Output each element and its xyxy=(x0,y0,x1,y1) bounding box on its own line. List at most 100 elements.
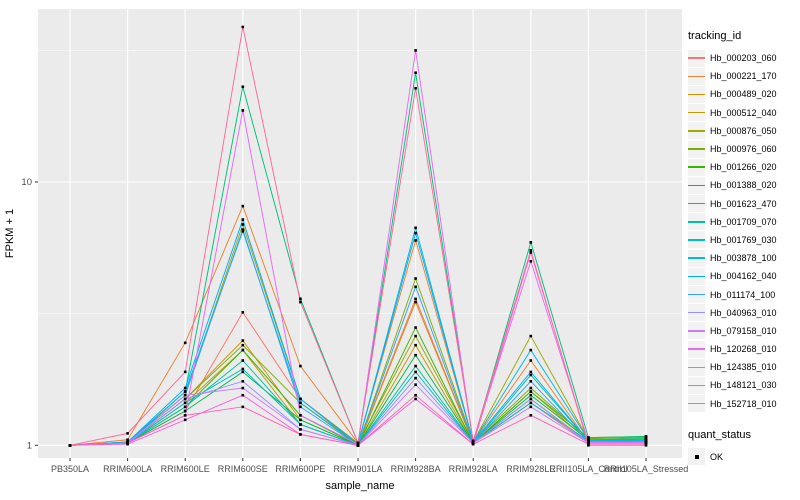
legend-item: Hb_148121_030 xyxy=(688,376,800,394)
data-point xyxy=(414,71,417,75)
line-swatch-icon xyxy=(688,330,705,332)
x-tick-label: RRII105LA_Control xyxy=(549,464,627,474)
data-point xyxy=(414,397,417,401)
plot-panel xyxy=(38,9,682,458)
legend-key xyxy=(688,448,705,466)
legend-item: Hb_001623_470 xyxy=(688,195,800,213)
data-point xyxy=(299,428,302,431)
legend-key xyxy=(688,213,705,231)
data-point xyxy=(241,228,245,231)
data-point xyxy=(356,444,360,447)
data-point xyxy=(241,339,245,342)
x-tick-label: RRIM901LA xyxy=(333,464,382,474)
legend-key xyxy=(688,122,705,140)
line-swatch-icon xyxy=(688,184,705,187)
data-point xyxy=(414,231,417,235)
legend-item: Hb_040963_010 xyxy=(688,304,800,322)
data-point xyxy=(241,85,245,89)
legend-tracking-items: Hb_000203_060 Hb_000221_170 Hb_000489_020 H… xyxy=(688,49,800,413)
data-point xyxy=(183,414,187,417)
legend-item-label: Hb_000489_020 xyxy=(710,89,777,100)
legend-item-label: Hb_004162_040 xyxy=(710,271,777,282)
data-point xyxy=(414,326,417,329)
legend-key xyxy=(688,304,705,322)
data-point xyxy=(414,300,417,304)
legend-item: Hb_011174_100 xyxy=(688,285,800,304)
x-tick-label: RRII105LA_Stressed xyxy=(604,464,689,474)
legend-item: Hb_001709_070 xyxy=(688,213,800,231)
line-swatch-icon xyxy=(688,75,705,78)
x-tick-label: RRIM600PE xyxy=(275,464,325,474)
legend-item: Hb_000489_020 xyxy=(688,85,800,103)
y-axis-title: FPKM + 1 xyxy=(4,209,16,258)
data-point xyxy=(529,241,533,244)
data-point xyxy=(529,393,533,397)
data-point xyxy=(414,393,417,397)
legend-item: Hb_124385_010 xyxy=(688,358,800,376)
data-point xyxy=(299,405,302,409)
legend-item: Hb_120268_010 xyxy=(688,340,800,358)
legend-key xyxy=(688,140,705,158)
line-swatch-icon xyxy=(688,293,705,296)
data-point xyxy=(529,359,533,362)
data-point xyxy=(241,218,245,221)
y-tick-label: 10 xyxy=(21,177,32,188)
data-point xyxy=(241,370,245,374)
legend-item-label: Hb_001388_020 xyxy=(710,180,777,191)
data-point xyxy=(299,423,302,426)
legend-item-label: Hb_120268_010 xyxy=(710,344,777,355)
legend-item-label: Hb_001623_470 xyxy=(710,198,777,209)
line-swatch-icon xyxy=(688,348,705,350)
square-point-icon xyxy=(694,454,699,459)
data-point xyxy=(529,249,533,252)
x-tick-label: RRIM600SE xyxy=(218,464,268,474)
line-swatch-icon xyxy=(688,275,705,278)
data-point xyxy=(299,300,302,304)
legend-item: Hb_001388_020 xyxy=(688,176,800,194)
data-point xyxy=(241,109,245,112)
legend-item: Hb_001769_030 xyxy=(688,231,800,249)
legend-title-quant-status: quant_status xyxy=(688,428,751,441)
x-tick-label: PB350LA xyxy=(51,464,89,474)
data-point xyxy=(414,334,417,338)
legend-item-label: Hb_124385_010 xyxy=(710,362,777,373)
data-point xyxy=(529,397,533,401)
data-point xyxy=(241,204,245,208)
x-tick-label: RRIM928LA xyxy=(449,464,498,474)
legend-key xyxy=(688,49,705,67)
data-point xyxy=(241,405,245,409)
data-point xyxy=(644,435,648,438)
x-tick-label: RRIM600LE xyxy=(161,464,210,474)
data-point xyxy=(414,277,417,280)
data-point xyxy=(414,285,417,289)
data-point xyxy=(414,297,417,301)
legend-item: Hb_003878_100 xyxy=(688,249,800,267)
legend-item-label: Hb_079158_010 xyxy=(710,325,777,336)
line-swatch-icon xyxy=(688,130,705,132)
legend-item: Hb_079158_010 xyxy=(688,322,800,340)
data-point xyxy=(414,86,417,90)
data-point xyxy=(183,405,187,409)
data-point xyxy=(241,343,245,347)
legend-key xyxy=(688,104,705,122)
legend-item-label: Hb_011174_100 xyxy=(710,289,776,300)
data-point xyxy=(241,393,245,397)
x-tick-label: RRIM928BA xyxy=(391,464,441,474)
line-swatch-icon xyxy=(688,384,705,387)
legend-item: Hb_004162_040 xyxy=(688,267,800,285)
legend-key xyxy=(688,176,705,194)
data-point xyxy=(529,348,533,352)
data-point xyxy=(529,414,533,417)
legend-key xyxy=(688,267,705,285)
line-swatch-icon xyxy=(688,239,705,241)
data-point xyxy=(471,439,475,443)
data-point xyxy=(183,386,187,390)
data-point xyxy=(241,25,245,29)
data-point xyxy=(414,370,417,374)
data-point xyxy=(356,441,360,445)
data-point xyxy=(299,433,302,436)
data-point xyxy=(299,414,302,417)
legend-item: Hb_000876_050 xyxy=(688,122,800,140)
legend-quant-status: quant_status OK xyxy=(688,429,800,466)
